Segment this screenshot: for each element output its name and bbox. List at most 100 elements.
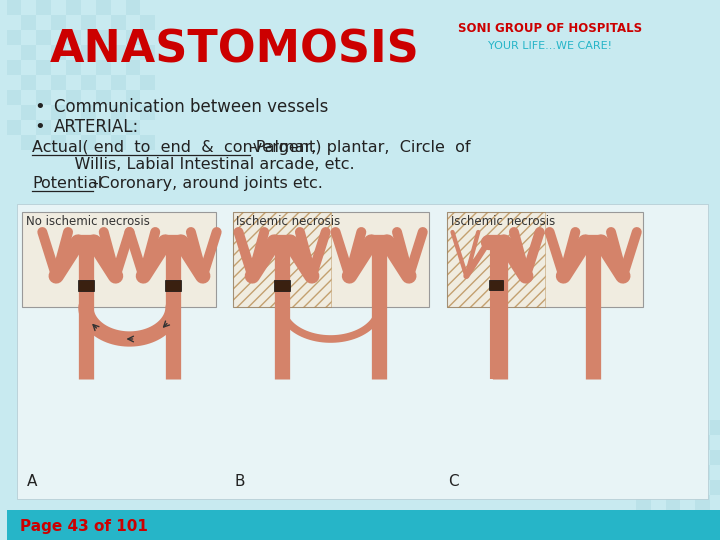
Bar <box>66 0 81 15</box>
Bar <box>651 510 665 525</box>
Bar <box>111 75 125 90</box>
Text: Page 43 of 101: Page 43 of 101 <box>20 518 148 534</box>
Bar <box>665 495 680 510</box>
Bar <box>22 135 36 150</box>
Bar <box>36 0 51 15</box>
Bar <box>22 75 36 90</box>
Bar <box>621 480 636 495</box>
Bar <box>78 280 94 291</box>
Bar <box>636 465 651 480</box>
Text: No ischemic necrosis: No ischemic necrosis <box>27 215 150 228</box>
Bar <box>6 0 22 15</box>
Bar <box>636 435 651 450</box>
Bar <box>81 135 96 150</box>
Bar <box>66 60 81 75</box>
Bar <box>36 90 51 105</box>
Bar <box>6 510 720 540</box>
Bar <box>22 45 36 60</box>
Bar <box>651 480 665 495</box>
Text: Ischemic necrosis: Ischemic necrosis <box>451 215 554 228</box>
Bar <box>140 135 156 150</box>
Bar <box>6 90 22 105</box>
Bar <box>710 480 720 495</box>
Bar <box>81 105 96 120</box>
Bar <box>125 0 140 15</box>
Text: Willis, Labial Intestinal arcade, etc.: Willis, Labial Intestinal arcade, etc. <box>54 157 355 172</box>
Bar <box>680 480 696 495</box>
Bar <box>96 0 111 15</box>
Text: •: • <box>35 118 45 136</box>
Bar <box>665 525 680 540</box>
Bar <box>489 280 503 290</box>
Bar <box>446 212 544 307</box>
Bar <box>51 45 66 60</box>
Bar <box>696 435 710 450</box>
Bar <box>696 525 710 540</box>
Bar <box>96 30 111 45</box>
Bar <box>636 495 651 510</box>
Bar <box>125 60 140 75</box>
Bar <box>22 105 36 120</box>
Bar <box>651 420 665 435</box>
Text: Ischemic necrosis: Ischemic necrosis <box>236 215 341 228</box>
Bar <box>111 135 125 150</box>
Bar <box>51 15 66 30</box>
Bar <box>710 510 720 525</box>
Bar <box>111 15 125 30</box>
Bar <box>6 60 22 75</box>
Bar <box>165 280 181 291</box>
Bar <box>140 105 156 120</box>
Bar <box>274 280 290 291</box>
Bar <box>36 30 51 45</box>
Bar <box>111 105 125 120</box>
Bar <box>66 90 81 105</box>
Bar <box>96 90 111 105</box>
Bar <box>621 420 636 435</box>
Bar <box>233 212 428 307</box>
Bar <box>96 120 111 135</box>
Text: A: A <box>27 474 37 489</box>
Text: ARTERIAL:: ARTERIAL: <box>54 118 140 136</box>
Bar <box>6 30 22 45</box>
Bar <box>665 435 680 450</box>
Bar <box>710 450 720 465</box>
Bar <box>6 120 22 135</box>
Bar <box>696 465 710 480</box>
Bar <box>51 75 66 90</box>
Bar <box>140 75 156 90</box>
Bar <box>51 135 66 150</box>
Bar <box>621 450 636 465</box>
Text: B: B <box>235 474 245 489</box>
Text: Actual( end  to  end  &  convergent): Actual( end to end & convergent) <box>32 140 322 155</box>
Bar <box>125 90 140 105</box>
Text: Potential: Potential <box>32 176 103 191</box>
Text: -Palmar,  plantar,  Circle  of: -Palmar, plantar, Circle of <box>250 140 470 155</box>
Bar <box>651 450 665 465</box>
Bar <box>125 120 140 135</box>
Bar <box>140 15 156 30</box>
Bar <box>636 525 651 540</box>
Text: •: • <box>35 98 45 116</box>
Bar <box>81 75 96 90</box>
Bar <box>22 15 36 30</box>
Bar <box>96 60 111 75</box>
Bar <box>710 420 720 435</box>
Bar <box>680 420 696 435</box>
Bar <box>680 450 696 465</box>
Bar <box>140 45 156 60</box>
Bar <box>17 204 708 499</box>
Bar <box>66 120 81 135</box>
Bar <box>81 15 96 30</box>
Bar <box>680 510 696 525</box>
Bar <box>621 510 636 525</box>
Bar <box>51 105 66 120</box>
Bar <box>66 30 81 45</box>
Text: YOUR LIFE...WE CARE!: YOUR LIFE...WE CARE! <box>487 41 611 51</box>
Text: C: C <box>449 474 459 489</box>
Text: Communication between vessels: Communication between vessels <box>54 98 328 116</box>
Bar <box>22 212 216 307</box>
Bar <box>665 465 680 480</box>
Bar <box>125 30 140 45</box>
Bar <box>36 120 51 135</box>
Bar <box>81 45 96 60</box>
